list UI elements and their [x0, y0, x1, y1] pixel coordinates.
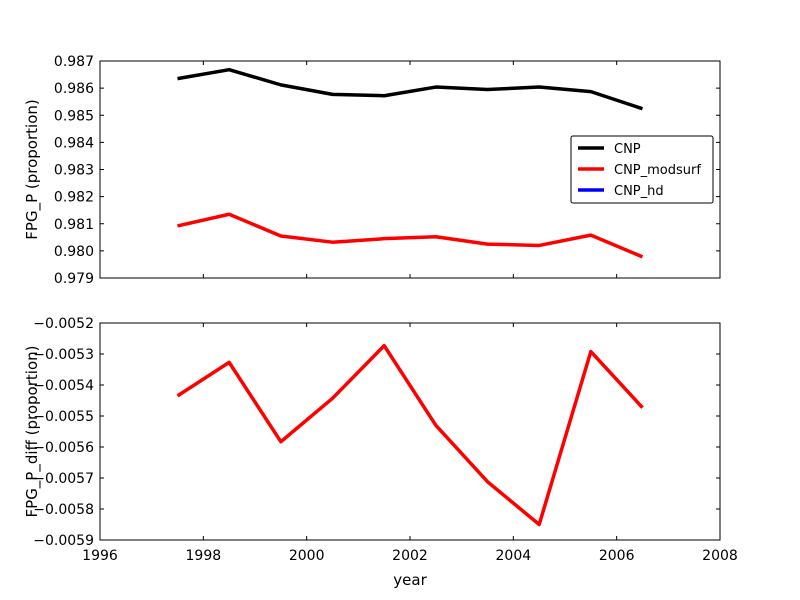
y-tick-label: −0.0054 — [33, 378, 94, 394]
x-tick-label: 2002 — [392, 548, 428, 564]
top-panel: 0.979 0.980 0.981 0.982 0.983 0.984 0.985 0.986… — [23, 54, 721, 287]
y-tick-label: −0.0059 — [33, 533, 94, 549]
x-tick-label: 2000 — [289, 548, 325, 564]
bottom-panel: 1996 1998 2000 2002 2004 2006 2008 −0.0059 −0.00… — [23, 316, 738, 589]
legend-label: CNP — [614, 142, 641, 157]
x-tick-label: 2008 — [702, 548, 738, 564]
legend: CNP CNP_modsurf CNP_hd — [570, 135, 714, 204]
series-line-diff — [176, 343, 644, 527]
legend-box — [570, 135, 714, 204]
y-tick-label: 0.979 — [54, 271, 94, 287]
x-tick-label: 2004 — [496, 548, 532, 564]
y-tick-label: 0.983 — [54, 163, 94, 179]
series-line-cnp-modsurf — [177, 212, 644, 259]
x-tick-label: 2006 — [599, 548, 635, 564]
y-tick-label: −0.0055 — [33, 409, 94, 425]
y-tick-label: 0.980 — [54, 244, 94, 260]
plot-frame — [99, 322, 721, 541]
x-tick-label: 1996 — [82, 548, 118, 564]
y-tick-label: 0.986 — [54, 81, 94, 97]
y-tick-label: 0.981 — [54, 217, 94, 233]
series-line-cnp — [177, 67, 644, 111]
y-tick-label: −0.0053 — [33, 347, 94, 363]
plot-frame — [99, 60, 721, 279]
y-axis-label: FPG_P (proportion) — [23, 99, 42, 239]
y-tick-label: −0.0057 — [33, 471, 94, 487]
y-tick-label: 0.982 — [54, 190, 94, 206]
y-tick-label: −0.0052 — [33, 316, 94, 332]
y-tick-label: −0.0058 — [33, 502, 94, 518]
legend-label: CNP_modsurf — [614, 163, 701, 178]
y-axis-label: FPG_P_diff (proportion) — [23, 346, 42, 518]
y-tick-label: 0.987 — [54, 54, 94, 70]
x-tick-label: 1998 — [186, 548, 222, 564]
y-tick-label: −0.0056 — [33, 440, 94, 456]
legend-label: CNP_hd — [614, 184, 664, 199]
y-tick-label: 0.985 — [54, 108, 94, 124]
y-tick-label: 0.984 — [54, 135, 94, 151]
x-axis-label: year — [393, 571, 427, 589]
plot-area — [100, 323, 720, 540]
